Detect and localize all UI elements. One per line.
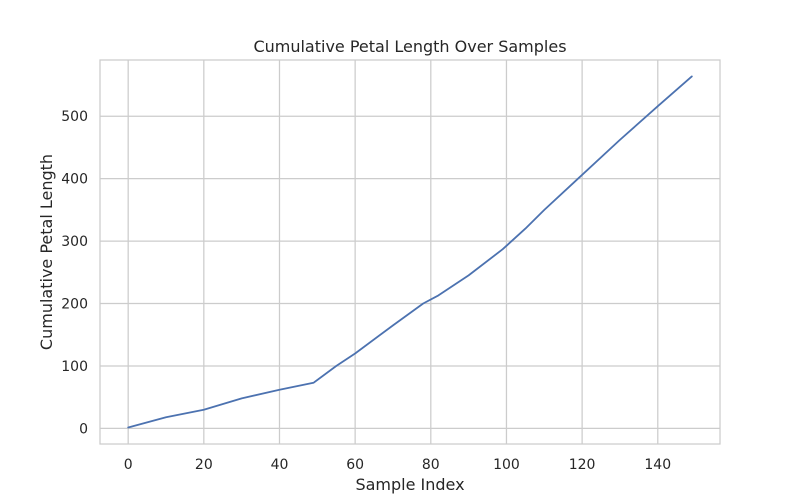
x-tick-label: 120 — [569, 457, 596, 473]
series-line — [127, 75, 693, 429]
y-tick-labels: 0 100 200 300 400 500 — [61, 109, 88, 437]
x-axis-label: Sample Index — [355, 475, 464, 494]
chart-title: Cumulative Petal Length Over Samples — [253, 37, 566, 56]
y-tick-label: 500 — [61, 109, 88, 125]
y-tick-label: 300 — [61, 234, 88, 250]
x-tick-label: 100 — [493, 457, 520, 473]
x-tick-label: 0 — [124, 457, 133, 473]
y-axis-label: Cumulative Petal Length — [37, 154, 56, 350]
x-tick-label: 140 — [644, 457, 671, 473]
grid — [100, 60, 720, 444]
y-tick-label: 400 — [61, 172, 88, 188]
axes-frame — [99, 59, 721, 445]
y-tick-label: 0 — [79, 421, 88, 437]
x-tick-label: 80 — [422, 457, 440, 473]
x-tick-label: 20 — [195, 457, 213, 473]
y-tick-label: 200 — [61, 297, 88, 313]
x-tick-label: 40 — [271, 457, 289, 473]
x-tick-label: 60 — [346, 457, 364, 473]
y-tick-label: 100 — [61, 359, 88, 375]
x-tick-labels: 0 20 40 60 80 100 120 140 — [124, 457, 671, 473]
